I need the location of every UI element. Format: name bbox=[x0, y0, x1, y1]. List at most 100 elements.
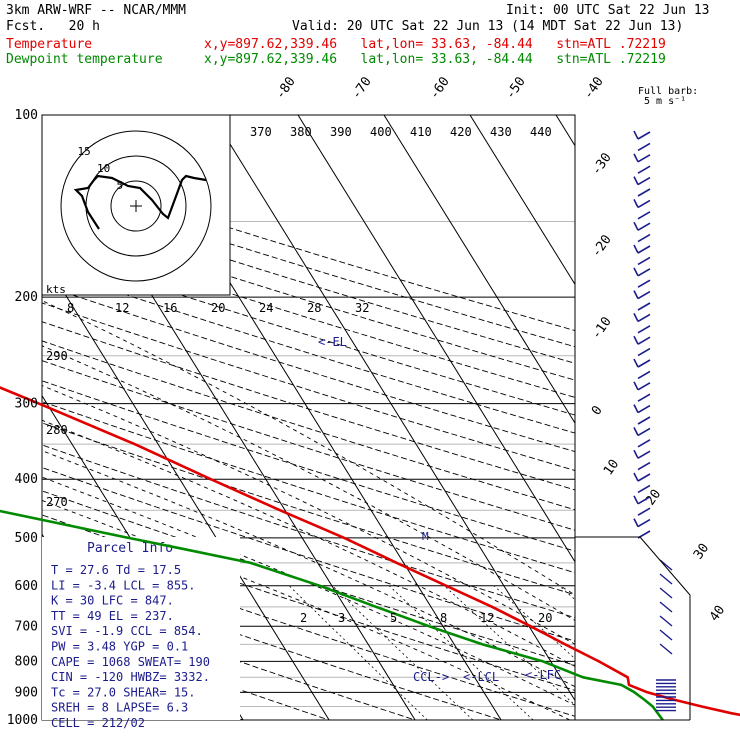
wind-barb-flag bbox=[633, 358, 639, 368]
wind-barb bbox=[637, 142, 651, 152]
dewpoint-station-info: x,y=897.62,339.46 lat,lon= 33.63, -84.44… bbox=[204, 52, 666, 67]
wind-barb bbox=[637, 165, 651, 174]
wind-barb bbox=[637, 279, 651, 288]
wind-barb-flag bbox=[633, 313, 639, 322]
wind-barb bbox=[637, 518, 651, 528]
wind-barb bbox=[659, 573, 673, 585]
parcel-row: CIN = -120 HWBZ= 3332. bbox=[51, 670, 210, 684]
wind-barb bbox=[637, 188, 651, 197]
mixing-ratio-line bbox=[493, 585, 575, 660]
wind-barb bbox=[637, 427, 651, 437]
hodograph-ring bbox=[110, 180, 162, 232]
side-frame bbox=[639, 536, 691, 596]
theta-e-label: 28 bbox=[307, 301, 321, 315]
parcel-info-panel: Parcel Info T = 27.6 Td = 17.5LI = -3.4 L… bbox=[42, 537, 240, 730]
wind-barb bbox=[637, 404, 651, 414]
wind-barb bbox=[637, 484, 651, 494]
isotherm bbox=[42, 255, 330, 720]
wind-barb-flag bbox=[633, 335, 639, 345]
pressure-tick-label: 100 bbox=[15, 108, 38, 123]
dry-adiabat bbox=[42, 467, 575, 642]
wind-barb bbox=[659, 629, 673, 641]
wind-barb bbox=[637, 473, 651, 482]
temperature-profile bbox=[0, 386, 740, 717]
temperature-tick-label: -20 bbox=[589, 232, 615, 260]
pressure-tick-label: 500 bbox=[15, 531, 38, 546]
temperature-tick-label: -60 bbox=[427, 74, 453, 102]
theta-e-label: 16 bbox=[163, 301, 177, 315]
mixing-ratio-label: 20 bbox=[538, 611, 552, 625]
dry-adiabat bbox=[42, 248, 575, 416]
wind-barb bbox=[637, 131, 651, 140]
wind-barb-flag bbox=[633, 427, 639, 436]
theta-e-label: 20 bbox=[211, 301, 225, 315]
isotherm bbox=[469, 115, 575, 286]
wind-barb bbox=[637, 222, 651, 231]
dry-adiabat bbox=[42, 591, 417, 720]
temperature-station-info: x,y=897.62,339.46 lat,lon= 33.63, -84.44… bbox=[204, 37, 666, 52]
hodograph-unit-label: kts bbox=[46, 283, 66, 296]
ccl-marker: CCL-> bbox=[413, 670, 449, 684]
mu-marker: M bbox=[422, 530, 429, 543]
hodograph-ring bbox=[60, 130, 212, 282]
moist-adiabat bbox=[42, 499, 571, 720]
full-barb-unit: 5 m s⁻¹ bbox=[644, 96, 686, 107]
parcel-row: CAPE = 1068 SWEAT= 190 bbox=[51, 655, 210, 669]
theta-e-label: 12 bbox=[115, 301, 129, 315]
theta-label: 380 bbox=[290, 125, 312, 139]
lfc-marker: <-LFC bbox=[525, 668, 561, 682]
wind-barbs bbox=[575, 130, 691, 721]
wind-barb bbox=[637, 211, 651, 220]
theta-label: 290 bbox=[46, 349, 68, 363]
wind-barb bbox=[637, 302, 651, 311]
wind-barb bbox=[637, 507, 651, 516]
isotherm bbox=[297, 115, 575, 563]
wind-barb bbox=[637, 268, 651, 277]
model-title: 3km ARW-WRF -- NCAR/MMM bbox=[6, 3, 187, 18]
theta-label: 410 bbox=[410, 125, 432, 139]
temperature-tick-label: 20 bbox=[643, 487, 664, 508]
wind-barb-flag bbox=[633, 472, 639, 482]
temperature-tick-label: -80 bbox=[273, 74, 299, 102]
wind-barb-flag bbox=[633, 199, 639, 208]
theta-e-label: 24 bbox=[259, 301, 273, 315]
wind-barb-flag bbox=[633, 267, 639, 277]
wind-barb bbox=[659, 601, 673, 613]
dry-adiabat bbox=[42, 266, 575, 434]
lcl-marker: <-LCL bbox=[463, 670, 499, 684]
parcel-row: Tc = 27.0 SHEAR= 15. bbox=[51, 685, 196, 699]
pressure-tick-label: 800 bbox=[15, 654, 38, 669]
pressure-tick-label: 400 bbox=[15, 472, 38, 487]
wind-barb bbox=[659, 643, 673, 655]
temperature-tick-label: -50 bbox=[503, 74, 529, 102]
theta-label: 390 bbox=[330, 125, 352, 139]
temperature-tick-label: 30 bbox=[691, 541, 712, 562]
parcel-row: T = 27.6 Td = 17.5 bbox=[51, 563, 181, 577]
dry-adiabat bbox=[42, 422, 575, 596]
wind-barb bbox=[637, 199, 651, 209]
wind-barb bbox=[637, 393, 651, 402]
wind-barb bbox=[637, 496, 651, 505]
theta-label: 280 bbox=[46, 423, 68, 437]
parcel-panel-bg bbox=[42, 537, 240, 720]
wind-barb-flag bbox=[633, 221, 639, 231]
isotherm bbox=[383, 115, 575, 425]
forecast-hour: Fcst. 20 h bbox=[6, 19, 100, 34]
wind-barb-flag bbox=[633, 290, 639, 299]
dry-adiabat bbox=[42, 231, 575, 398]
theta-label: 420 bbox=[450, 125, 472, 139]
dry-adiabat bbox=[42, 539, 575, 717]
wind-barb-flag bbox=[633, 176, 639, 185]
wind-barb bbox=[637, 176, 651, 186]
wind-barb bbox=[637, 450, 651, 459]
mixing-ratio-label: 3 bbox=[338, 611, 345, 625]
wind-barb bbox=[637, 245, 651, 254]
wind-barb-flag bbox=[633, 130, 639, 140]
theta-e-label: 8 bbox=[67, 301, 74, 315]
parcel-row: LI = -3.4 LCL = 855. bbox=[51, 578, 196, 592]
theta-label: 270 bbox=[46, 495, 68, 509]
wind-barb-flag bbox=[633, 381, 639, 391]
temperature-tick-label: 10 bbox=[601, 457, 622, 478]
